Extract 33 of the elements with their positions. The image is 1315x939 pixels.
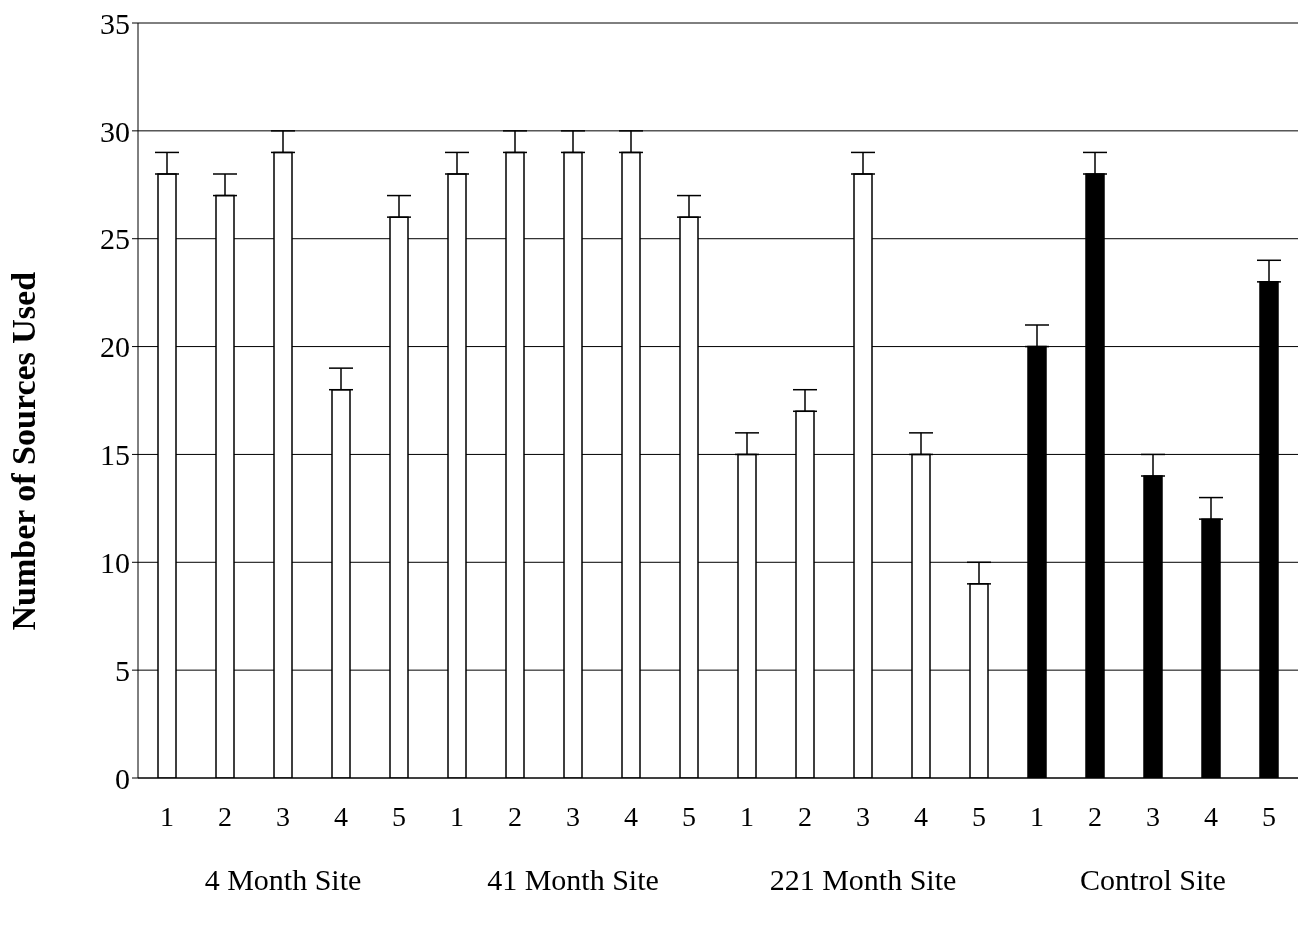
x-tick-label: 4 — [1204, 800, 1218, 832]
x-tick-label: 3 — [276, 800, 290, 832]
x-tick-label: 3 — [856, 800, 870, 832]
x-tick-label: 5 — [392, 800, 406, 832]
x-tick-label: 4 — [334, 800, 348, 832]
x-tick-label: 2 — [1088, 800, 1102, 832]
x-tick-label: 2 — [798, 800, 812, 832]
x-tick-label: 3 — [1146, 800, 1160, 832]
y-tick-label: 15 — [100, 438, 130, 472]
y-tick-label: 0 — [115, 761, 130, 795]
y-tick-label: 25 — [100, 222, 130, 256]
x-tick-label: 3 — [566, 800, 580, 832]
text: 221 Month Site — [768, 863, 958, 897]
y-tick-label: 20 — [100, 330, 130, 364]
text: Control Site — [1079, 863, 1227, 897]
y-tick-label: 5 — [115, 653, 130, 687]
text: 4 Month Site — [203, 863, 363, 897]
x-tick-label: 5 — [1262, 800, 1276, 832]
y-tick-label: 30 — [100, 114, 130, 148]
x-tick-label: 2 — [218, 800, 232, 832]
x-tick-label: 1 — [740, 800, 754, 832]
x-tick-label: 4 — [624, 800, 638, 832]
y-axis-title: Number of Sources Used — [5, 271, 43, 631]
y-tick-label: 35 — [100, 6, 130, 40]
x-tick-label: 4 — [914, 800, 928, 832]
x-tick-label: 2 — [508, 800, 522, 832]
y-tick-label: 10 — [100, 545, 130, 579]
x-tick-label: 1 — [450, 800, 464, 832]
x-tick-label: 5 — [682, 800, 696, 832]
x-tick-label: 5 — [972, 800, 986, 832]
x-tick-label: 1 — [1030, 800, 1044, 832]
x-tick-label: 1 — [160, 800, 174, 832]
text: 41 Month Site — [486, 863, 660, 897]
